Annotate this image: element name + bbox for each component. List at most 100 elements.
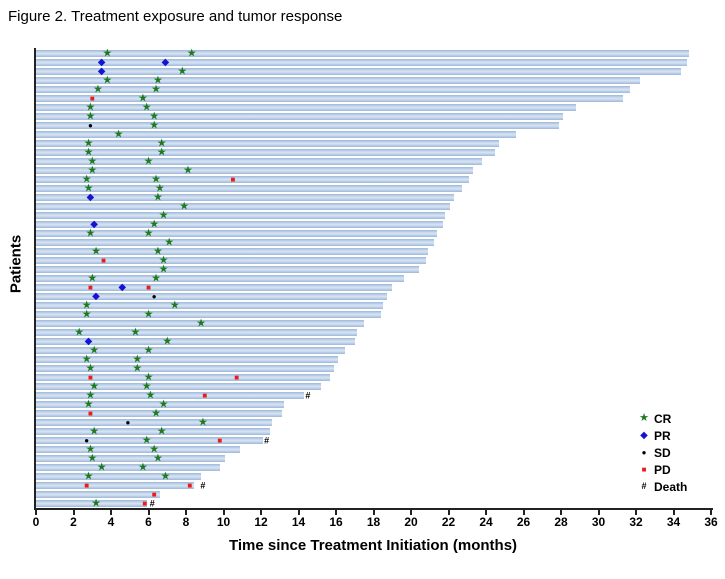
cr-marker: ★ — [149, 110, 160, 122]
patient-row: ★ — [36, 201, 712, 212]
patient-row: ★ ★ — [36, 363, 712, 374]
cr-marker: ★ — [158, 263, 169, 275]
pr-marker: ◆ — [118, 281, 127, 293]
cr-marker: ★ — [143, 308, 154, 320]
treatment-duration-bar — [36, 383, 321, 390]
treatment-duration-bar — [36, 419, 273, 426]
pd-marker: ■ — [87, 282, 93, 292]
cr-marker: ★ — [143, 371, 154, 383]
patient-row: ◆ ● — [36, 291, 712, 301]
treatment-duration-bar — [36, 284, 393, 291]
patient-row: ★ ★ — [36, 353, 712, 365]
x-tick — [222, 510, 225, 515]
treatment-duration-bar — [36, 68, 681, 75]
patient-row: ★ ★ — [36, 299, 712, 311]
treatment-duration-bar — [36, 122, 560, 129]
treatment-duration-bar — [36, 500, 147, 507]
patient-row: ■ ■ # — [36, 481, 712, 490]
patient-row: ■ ★ — [36, 408, 712, 419]
x-axis-line — [34, 508, 713, 510]
patient-row: ★ ★ — [36, 462, 712, 473]
y-axis-label: Patients — [7, 234, 25, 294]
treatment-duration-bar — [36, 329, 357, 336]
pr-marker: ◆ — [97, 65, 106, 77]
sd-marker: ● — [84, 435, 90, 445]
x-tick — [447, 510, 450, 515]
cr-marker: ★ — [158, 254, 169, 266]
sd-circle-icon: ● — [641, 447, 647, 457]
cr-marker: ★ — [156, 146, 167, 158]
pd-marker: ■ — [87, 408, 93, 418]
death-hash-icon: # — [641, 481, 647, 491]
patient-row: ★ ★ — [36, 308, 712, 320]
cr-marker: ★ — [132, 353, 143, 365]
x-tick-label: 30 — [591, 515, 606, 529]
patient-row: ★ ★ — [36, 227, 712, 239]
x-tick-label: 12 — [254, 515, 268, 529]
patient-row: ★ ★ — [36, 246, 712, 257]
pd-marker: ■ — [89, 93, 95, 103]
treatment-duration-bar — [36, 311, 381, 318]
cr-marker: ★ — [85, 443, 96, 455]
pr-marker: ◆ — [84, 335, 93, 347]
cr-marker: ★ — [143, 155, 154, 167]
cr-marker: ★ — [141, 101, 152, 113]
patient-row: ■ ★ ■ — [36, 371, 712, 383]
legend-item-cr: ★ CR — [636, 410, 687, 427]
pd-marker: ■ — [230, 174, 236, 184]
x-tick-label: 18 — [366, 515, 381, 529]
patient-row: ★ ★ — [36, 101, 712, 113]
cr-marker: ★ — [137, 92, 148, 104]
legend-label: PD — [654, 462, 671, 477]
treatment-duration-bar — [36, 428, 271, 435]
treatment-duration-bar — [36, 401, 284, 408]
cr-marker: ★ — [102, 47, 113, 59]
cr-marker: ★ — [87, 155, 98, 167]
patient-row: ◆ ★ — [36, 65, 712, 77]
cr-marker: ★ — [87, 452, 98, 464]
treatment-duration-bar — [36, 203, 451, 210]
x-tick — [410, 510, 412, 515]
patient-row: ★ ★ — [36, 273, 712, 284]
patient-row: ★ ★ — [36, 137, 712, 149]
patient-row: ★ ★ — [36, 110, 712, 122]
legend-label: PR — [654, 428, 671, 443]
x-tick-label: 2 — [70, 515, 77, 529]
cr-marker: ★ — [83, 137, 94, 149]
treatment-duration-bar — [36, 365, 335, 372]
treatment-duration-bar — [36, 59, 687, 66]
treatment-duration-bar — [36, 158, 483, 165]
pr-marker: ◆ — [161, 56, 170, 68]
pd-square-icon: ■ — [641, 464, 647, 474]
patient-row: ★ ★ — [36, 443, 712, 455]
treatment-duration-bar — [36, 302, 383, 309]
x-tick — [485, 510, 487, 515]
treatment-duration-bar — [36, 491, 160, 498]
cr-marker: ★ — [162, 335, 173, 347]
treatment-duration-bar — [36, 455, 226, 462]
treatment-duration-bar — [36, 275, 404, 282]
treatment-duration-bar — [36, 221, 443, 228]
patient-row: ● ★ — [36, 417, 712, 428]
legend-item-sd: ● SD — [636, 444, 687, 461]
patient-row: ■ — [36, 490, 712, 499]
x-tick — [372, 510, 375, 515]
x-tick — [635, 510, 637, 515]
cr-marker: ★ — [141, 380, 152, 392]
cr-marker: ★ — [89, 425, 100, 437]
treatment-duration-bar — [36, 131, 516, 138]
cr-marker: ★ — [143, 227, 154, 239]
treatment-duration-bar — [36, 239, 434, 246]
treatment-duration-bar — [36, 374, 331, 381]
treatment-duration-bar — [36, 293, 387, 300]
treatment-duration-bar — [36, 86, 631, 93]
treatment-duration-bar — [36, 248, 428, 255]
x-tick — [185, 510, 187, 515]
y-axis-line — [34, 48, 36, 509]
x-tick-label: 16 — [329, 515, 343, 529]
x-tick-label: 26 — [516, 515, 531, 529]
cr-marker: ★ — [169, 299, 180, 311]
cr-marker: ★ — [74, 326, 85, 338]
cr-marker: ★ — [85, 227, 96, 239]
death-marker: # — [149, 498, 155, 508]
